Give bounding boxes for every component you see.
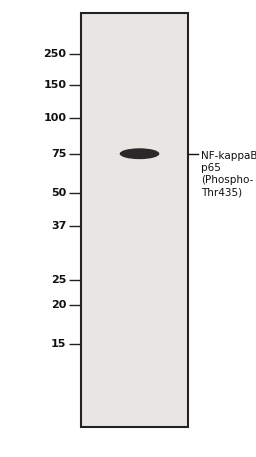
- Text: NF-kappaB
p65
(Phospho-
Thr435): NF-kappaB p65 (Phospho- Thr435): [201, 151, 256, 197]
- Text: 100: 100: [44, 113, 67, 123]
- Ellipse shape: [120, 148, 159, 159]
- Text: 25: 25: [51, 275, 67, 285]
- Text: 250: 250: [44, 49, 67, 59]
- Text: 150: 150: [44, 80, 67, 90]
- Text: 37: 37: [51, 221, 67, 231]
- Text: 50: 50: [51, 188, 67, 198]
- FancyBboxPatch shape: [81, 13, 188, 427]
- Text: 20: 20: [51, 300, 67, 310]
- Text: 15: 15: [51, 340, 67, 350]
- Text: 75: 75: [51, 149, 67, 159]
